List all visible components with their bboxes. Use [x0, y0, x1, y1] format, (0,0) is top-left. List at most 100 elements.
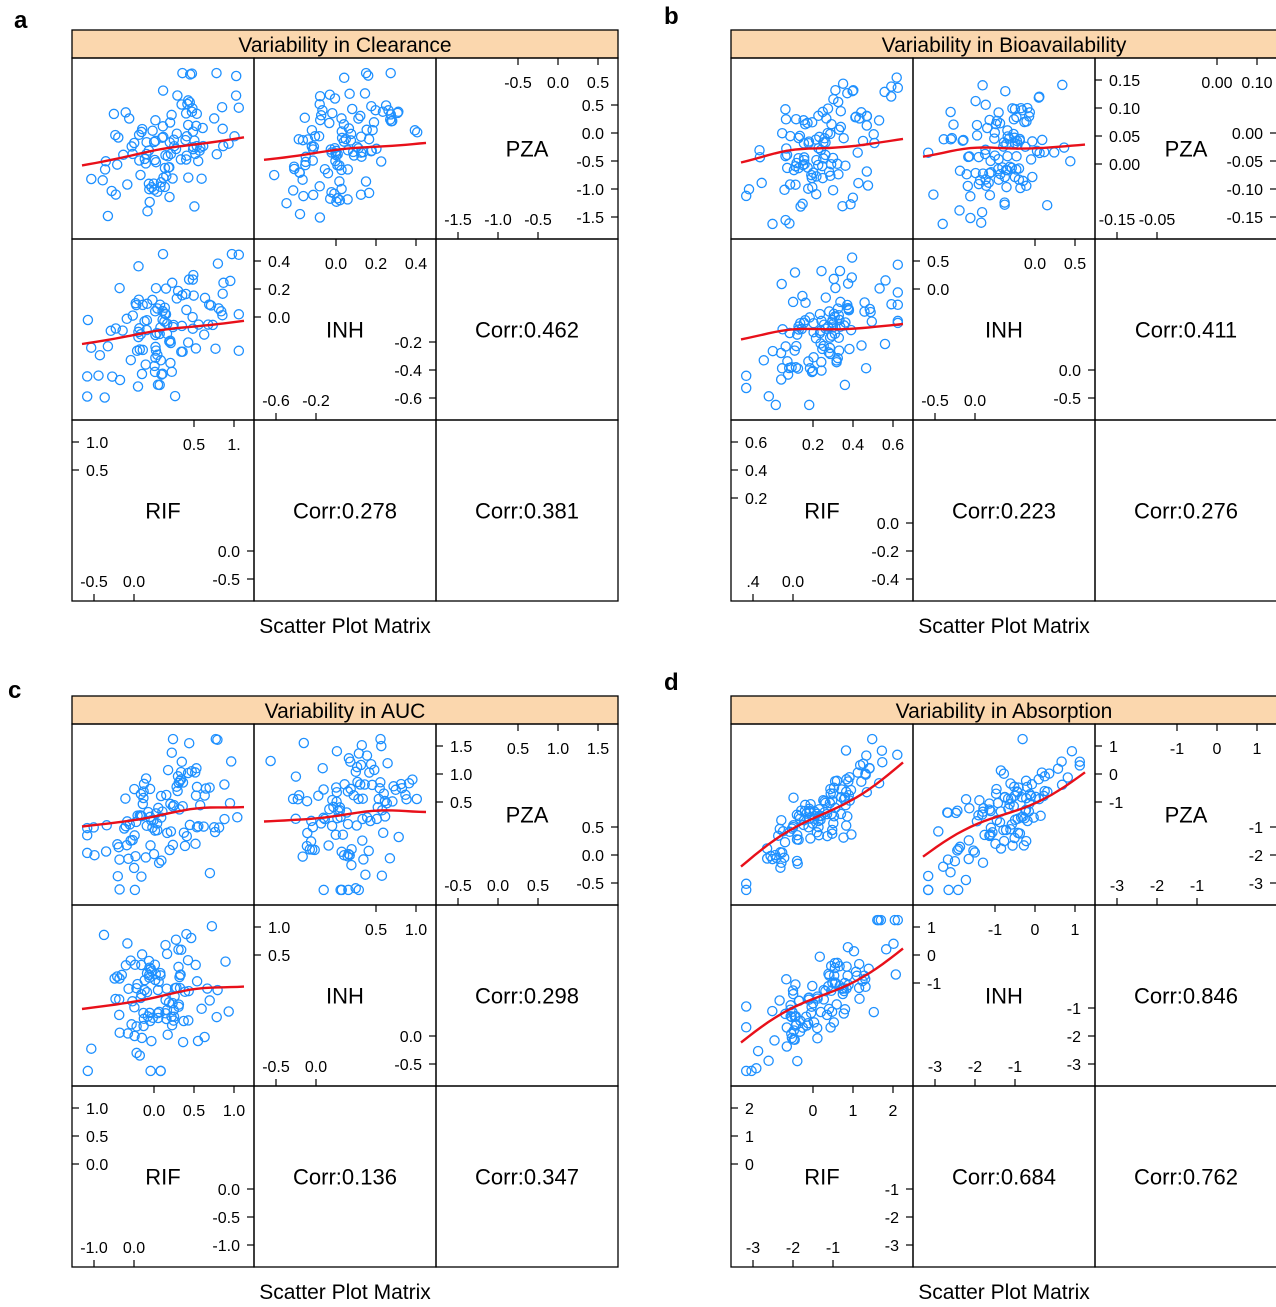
scatter-pza-inh-point	[886, 81, 897, 92]
scatter-pza-inh-point	[817, 172, 828, 184]
scatter-pza-rif-point	[382, 757, 393, 769]
scatter-pza-inh-point	[774, 823, 786, 835]
scatter-inh-rif-point	[839, 1004, 851, 1015]
scatter-pza-rif-point	[1017, 733, 1028, 745]
scatter-pza-inh-point	[754, 144, 765, 156]
scatter-pza-inh-point	[161, 827, 173, 839]
scatter-pza-rif-point	[375, 156, 387, 167]
scatter-pza-rif-point	[984, 830, 995, 842]
rif-left-tick-label: 1.0	[86, 1101, 108, 1118]
scatter-pza-rif-point	[334, 194, 346, 206]
scatter-pza-rif-point	[954, 841, 966, 853]
scatter-pza-inh-point	[776, 857, 787, 869]
scatter-inh-rif-point	[816, 365, 827, 376]
scatter-pza-inh-point	[217, 123, 228, 135]
scatter-pza-rif-point	[945, 134, 957, 145]
inh-bottom-tick-label: -0.5	[921, 393, 949, 410]
inh-bottom-tick-label: -0.5	[262, 1059, 290, 1076]
scatter-pza-rif-point	[393, 831, 404, 843]
x-axis-label: Scatter Plot Matrix	[918, 1281, 1090, 1304]
scatter-pza-rif-point	[970, 95, 981, 107]
scatter-pza-rif-point	[373, 793, 385, 805]
scatter-pza-rif-point	[383, 105, 394, 116]
inh-left-tick-label: 0.5	[268, 948, 290, 965]
scatter-pza-rif-point	[945, 867, 956, 878]
scatter-pza-inh-point	[175, 774, 187, 785]
scatter-pza-inh-point	[139, 153, 151, 165]
scatter-pza-inh-point	[186, 765, 197, 777]
pza-left-tick-label: 1.5	[450, 739, 472, 756]
scatter-inh-rif-point	[892, 259, 904, 270]
rif-bottom-tick-label: -0.5	[80, 574, 108, 591]
scatter-pza-rif-point	[979, 148, 991, 160]
scatter-pza-rif-point	[977, 168, 989, 179]
scatter-inh-rif-point	[150, 352, 161, 364]
inh-left-tick-label: 0.0	[268, 310, 290, 327]
scatter-inh-rif-point	[93, 370, 104, 381]
scatter-pza-inh-point	[181, 150, 192, 161]
inh-top-tick-label: 0	[1031, 922, 1040, 939]
scatter-pza-rif-point	[307, 821, 319, 833]
scatter-inh-rif-point	[892, 287, 904, 298]
scatter-pza-rif-point	[981, 122, 993, 134]
scatter-pza-inh-point	[199, 790, 210, 801]
scatter-pza-inh-point	[112, 839, 123, 850]
scatter-pza-rif-point	[991, 814, 1003, 826]
scatter-inh-rif-point	[136, 1032, 148, 1044]
scatter-inh-rif-point	[218, 277, 229, 289]
scatter-pza-inh-point	[181, 830, 193, 842]
scatter-inh-rif-point	[164, 336, 175, 347]
scatter-pza-rif-point	[987, 827, 998, 838]
scatter-pza-rif-point	[324, 803, 335, 815]
scatter-inh-rif-point	[173, 944, 184, 955]
correlation-label: Corr:0.684	[952, 1165, 1056, 1190]
pza-bottom-tick-label: -0.5	[524, 212, 552, 229]
scatter-pza-rif-point	[1011, 135, 1023, 147]
scatter-pza-inh-point	[108, 108, 120, 120]
scatter-pza-rif-point	[361, 124, 372, 136]
scatter-pza-rif-point	[326, 147, 337, 158]
scatter-pza-inh-point	[153, 857, 165, 869]
scatter-pza-inh-point	[868, 129, 879, 140]
scatter-inh-rif-point	[155, 1065, 166, 1077]
scatter-pza-rif-point	[1035, 810, 1046, 822]
rif-left-tick-label: 0.0	[86, 1157, 108, 1174]
scatter-pza-rif-point	[1020, 792, 1032, 804]
scatter-inh-rif-point	[152, 1008, 163, 1019]
scatter-pza-inh-point	[145, 840, 156, 851]
scatter-inh-rif-point	[751, 1063, 762, 1074]
scatter-pza-rif-point	[1018, 840, 1030, 851]
scatter-pza-rif-point	[995, 765, 1007, 776]
scatter-pza-rif-point	[1039, 771, 1051, 782]
scatter-pza-inh-point	[167, 173, 178, 184]
scatter-pza-inh-point	[811, 827, 823, 838]
scatter-inh-rif-point	[785, 1011, 796, 1022]
pza-variable-label: PZA	[506, 137, 549, 162]
scatter-pza-inh-point	[767, 853, 778, 865]
scatter-pza-rif-point	[294, 167, 306, 178]
scatter-pza-rif-point	[962, 180, 974, 192]
inh-variable-label: INH	[326, 318, 364, 343]
scatter-pza-inh-point	[776, 127, 788, 139]
scatter-inh-rif-point	[225, 275, 236, 287]
scatter-inh-rif-point	[127, 310, 139, 321]
rif-top-tick-label: 0.0	[143, 1103, 165, 1120]
scatter-inh-rif-point	[808, 1017, 820, 1028]
scatter-inh-rif-point	[210, 343, 221, 354]
scatter-pza-rif-point	[318, 784, 329, 795]
scatter-pza-inh-smooth-line	[81, 805, 245, 828]
scatter-pza-inh-point	[788, 792, 799, 803]
scatter-pza-inh-point	[837, 200, 848, 212]
scatter-inh-rif-point	[183, 1015, 194, 1026]
scatter-pza-inh-point	[183, 172, 194, 183]
scatter-pza-inh-point	[808, 167, 819, 178]
rif-top-tick-label: 0.5	[183, 1103, 205, 1120]
pza-top-tick-label: 0.00	[1201, 75, 1232, 92]
scatter-pza-inh-point	[153, 802, 164, 814]
scatter-pza-inh-point	[89, 849, 100, 861]
scatter-inh-rif-point	[816, 356, 827, 368]
scatter-pza-rif-point	[330, 782, 342, 793]
scatter-inh-rif-point	[165, 357, 176, 369]
scatter-inh-rif-point	[203, 299, 215, 310]
scatter-pza-rif-point	[326, 186, 337, 198]
